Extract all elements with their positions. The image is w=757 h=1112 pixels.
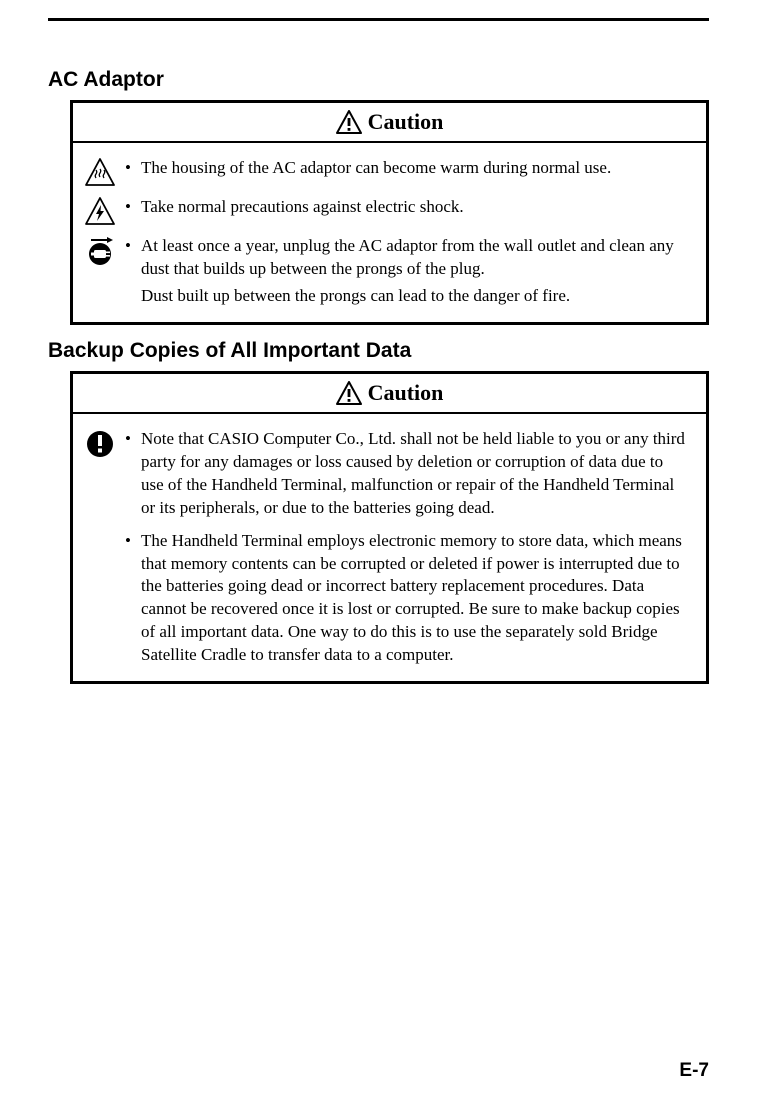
section-heading-backup: Backup Copies of All Important Data bbox=[48, 339, 709, 363]
caution-box-ac-adaptor: Caution • The housing of the AC adaptor … bbox=[70, 100, 709, 325]
heat-triangle-icon bbox=[85, 157, 125, 186]
caution-header: Caution bbox=[73, 374, 706, 414]
bullet: • bbox=[125, 196, 141, 219]
unplug-icon bbox=[85, 235, 125, 266]
caution-box-backup: Caution • Note that CASIO Computer Co., … bbox=[70, 371, 709, 684]
icon-spacer bbox=[85, 530, 125, 531]
caution-body: • The housing of the AC adaptor can beco… bbox=[73, 143, 706, 322]
caution-item-text: Note that CASIO Computer Co., Ltd. shall… bbox=[141, 428, 690, 520]
bullet: • bbox=[125, 428, 141, 451]
shock-triangle-icon bbox=[85, 196, 125, 225]
caution-body: • Note that CASIO Computer Co., Ltd. sha… bbox=[73, 414, 706, 681]
bullet: • bbox=[125, 235, 141, 258]
caution-item: • The housing of the AC adaptor can beco… bbox=[85, 157, 690, 186]
caution-item: • The Handheld Terminal employs electron… bbox=[85, 530, 690, 668]
section-heading-ac-adaptor: AC Adaptor bbox=[48, 68, 709, 92]
caution-label: Caution bbox=[368, 109, 444, 135]
caution-label: Caution bbox=[368, 380, 444, 406]
caution-item-text: At least once a year, unplug the AC adap… bbox=[141, 235, 690, 308]
caution-item: • At least once a year, unplug the AC ad… bbox=[85, 235, 690, 308]
page-number: E-7 bbox=[679, 1060, 709, 1082]
page: AC Adaptor Caution bbox=[0, 0, 757, 1112]
caution-item: • Take normal precautions against electr… bbox=[85, 196, 690, 225]
top-rule bbox=[48, 18, 709, 21]
warning-triangle-icon bbox=[336, 381, 362, 405]
caution-item-text: The housing of the AC adaptor can become… bbox=[141, 157, 690, 180]
caution-header: Caution bbox=[73, 103, 706, 143]
bullet: • bbox=[125, 157, 141, 180]
warning-triangle-icon bbox=[336, 110, 362, 134]
bullet: • bbox=[125, 530, 141, 553]
caution-item-text: The Handheld Terminal employs electronic… bbox=[141, 530, 690, 668]
exclamation-circle-icon bbox=[85, 428, 125, 459]
caution-item: • Note that CASIO Computer Co., Ltd. sha… bbox=[85, 428, 690, 520]
caution-item-text: Take normal precautions against electric… bbox=[141, 196, 690, 219]
